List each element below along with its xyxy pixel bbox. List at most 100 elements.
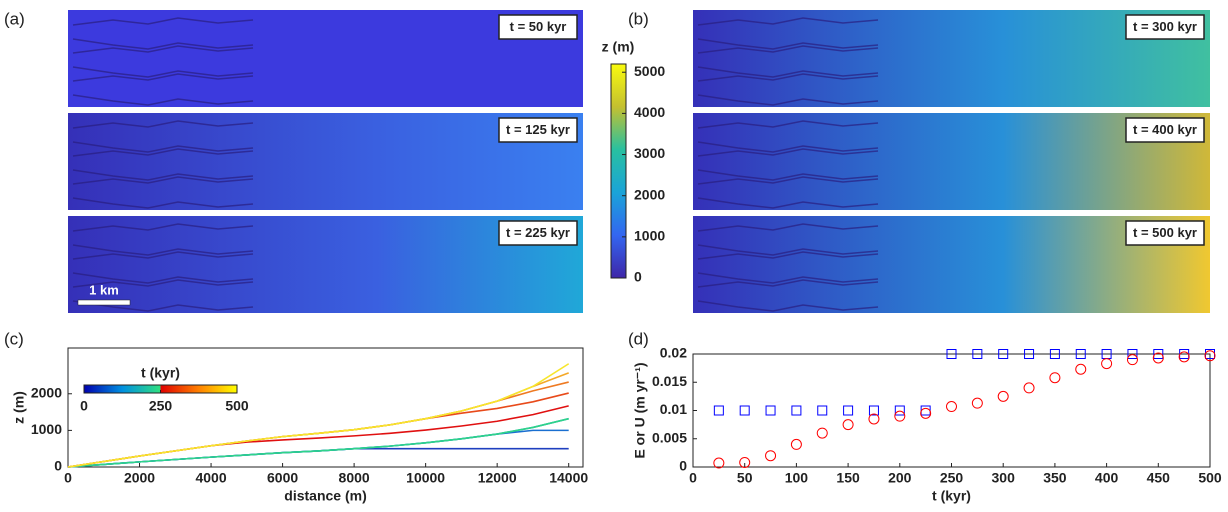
- channel: [72, 73, 254, 82]
- x-tick-label: 12000: [478, 470, 517, 486]
- channel: [72, 141, 254, 153]
- channel: [697, 300, 879, 312]
- channel: [72, 120, 254, 129]
- x-tick-label: 4000: [195, 470, 226, 486]
- e-marker: [1101, 358, 1113, 370]
- channel: [697, 244, 879, 256]
- e-marker: [997, 390, 1009, 402]
- x-tick-label: 8000: [339, 470, 370, 486]
- profile-line: [67, 417, 569, 468]
- e-marker: [1075, 363, 1087, 375]
- time-colorbar-label: t (kyr): [141, 365, 180, 381]
- colorbar-tick-label: 2000: [634, 186, 665, 202]
- channel: [72, 169, 254, 181]
- x-tick-label: 0: [64, 470, 72, 486]
- channel: [697, 73, 879, 82]
- e-marker: [816, 427, 828, 439]
- time-label-box: [498, 14, 578, 40]
- channel: [72, 66, 254, 78]
- elevation-map: [693, 10, 1210, 107]
- elevation-map: [693, 113, 1210, 210]
- y-tick-label: 0: [54, 458, 62, 474]
- u-marker: [713, 405, 724, 416]
- elevation-map: [693, 216, 1210, 313]
- channel: [697, 223, 879, 232]
- y-tick-label: 1000: [31, 421, 62, 437]
- channel: [72, 45, 254, 54]
- time-label-box: [1125, 117, 1205, 143]
- colorbar-tick-label: 1000: [634, 228, 665, 244]
- e-marker: [842, 419, 854, 431]
- channel: [697, 94, 879, 106]
- time-colorbar-tick-label: 250: [149, 398, 173, 414]
- time-label: t = 300 kyr: [1133, 19, 1197, 34]
- channel: [697, 251, 879, 260]
- x-tick-label: 14000: [549, 470, 588, 486]
- e-marker: [790, 438, 802, 450]
- profile-line: [67, 381, 569, 468]
- channel: [697, 66, 879, 78]
- channel: [72, 251, 254, 260]
- axes-frame: [67, 347, 584, 468]
- u-marker: [791, 405, 802, 416]
- y-axis-label: E or U (m yr⁻¹): [632, 362, 648, 458]
- channel: [697, 120, 879, 129]
- channel: [72, 272, 254, 284]
- time-label: t = 400 kyr: [1133, 122, 1197, 137]
- time-label-box: [1125, 220, 1205, 246]
- profile-line: [67, 405, 569, 468]
- channel: [697, 141, 879, 153]
- channel: [697, 279, 879, 288]
- x-tick-label: 400: [1095, 470, 1119, 486]
- e-marker: [920, 407, 932, 419]
- x-tick-label: 200: [888, 470, 912, 486]
- channel: [697, 272, 879, 284]
- e-marker: [1178, 351, 1190, 363]
- panel-label: (a): [4, 9, 25, 28]
- time-label: t = 500 kyr: [1133, 225, 1197, 240]
- y-tick-label: 0: [679, 458, 687, 474]
- channel: [72, 17, 254, 26]
- e-marker: [868, 413, 880, 425]
- elevation-map: [68, 216, 583, 313]
- profile-line: [67, 363, 570, 468]
- e-marker: [765, 450, 777, 462]
- time-label: t = 125 kyr: [506, 122, 570, 137]
- colorbar-tick-label: 0: [634, 269, 642, 285]
- x-tick-label: 300: [992, 470, 1016, 486]
- y-tick-label: 0.005: [652, 429, 687, 445]
- u-marker: [843, 405, 854, 416]
- channel: [697, 38, 879, 50]
- channel: [72, 279, 254, 288]
- colorbar-tick-label: 4000: [634, 104, 665, 120]
- x-tick-label: 350: [1043, 470, 1067, 486]
- channel: [72, 300, 254, 312]
- elevation-map: [68, 10, 583, 107]
- channel: [72, 38, 254, 50]
- channel: [697, 17, 879, 26]
- x-tick-label: 100: [785, 470, 809, 486]
- channel: [697, 169, 879, 181]
- channel: [72, 223, 254, 232]
- u-marker: [765, 405, 776, 416]
- colorbar: [610, 63, 627, 279]
- x-tick-label: 450: [1147, 470, 1171, 486]
- time-label: t = 50 kyr: [510, 19, 567, 34]
- x-tick-label: 2000: [124, 470, 155, 486]
- channel: [697, 197, 879, 209]
- channel: [72, 148, 254, 157]
- u-marker: [920, 405, 931, 416]
- scale-bar-label: 1 km: [89, 282, 119, 297]
- elevation-map: [68, 113, 583, 210]
- u-marker: [998, 349, 1009, 359]
- channel: [697, 148, 879, 157]
- channel: [72, 244, 254, 256]
- axes-frame: [692, 353, 1211, 468]
- u-marker: [868, 405, 879, 416]
- e-marker: [1152, 352, 1164, 364]
- x-axis-label: distance (m): [284, 488, 366, 504]
- time-colorbar-tick-label: 0: [80, 398, 88, 414]
- time-label-box: [1125, 14, 1205, 40]
- x-tick-label: 150: [836, 470, 860, 486]
